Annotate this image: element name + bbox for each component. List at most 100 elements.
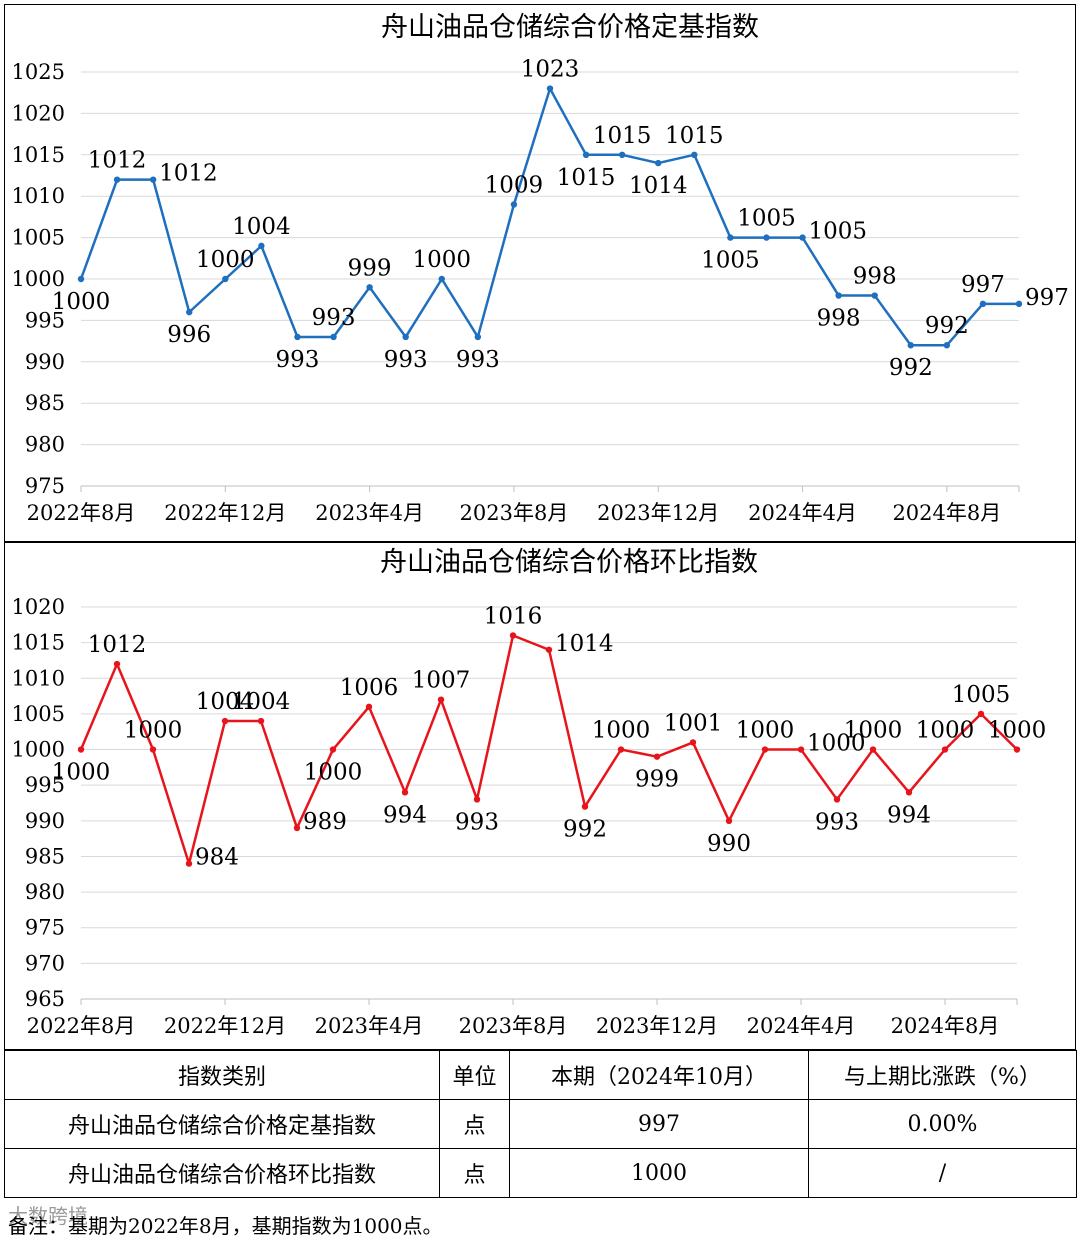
x-tick-label: 2023年12月 (597, 501, 719, 525)
data-label: 998 (817, 306, 861, 332)
data-label: 1016 (484, 604, 543, 630)
data-point (437, 696, 445, 703)
table-cell: 点 (439, 1099, 510, 1149)
data-point (655, 159, 662, 167)
data-point (401, 789, 409, 796)
data-point (77, 746, 85, 753)
data-point (582, 151, 590, 158)
data-point (689, 739, 697, 746)
table-row: 舟山油品仓储综合价格定基指数 点 997 0.00% (4, 1099, 1077, 1149)
y-tick-label: 985 (25, 391, 65, 415)
x-tick-label: 2024年4月 (748, 501, 857, 525)
x-tick-label: 2022年8月 (27, 501, 136, 525)
y-tick-label: 1000 (12, 738, 65, 762)
data-label: 993 (384, 347, 428, 373)
data-point (941, 746, 949, 753)
data-label: 993 (815, 809, 859, 835)
data-label: 1005 (737, 206, 796, 232)
data-label: 1005 (809, 219, 868, 245)
data-point (330, 333, 337, 341)
y-tick-label: 985 (25, 844, 65, 868)
x-tick-label: 2023年8月 (459, 1014, 568, 1038)
data-label: 1023 (521, 57, 580, 83)
data-label: 992 (563, 817, 607, 843)
data-label: 1004 (232, 689, 291, 715)
data-point (149, 746, 157, 753)
y-tick-label: 975 (25, 916, 65, 940)
data-point (510, 201, 518, 208)
data-point (438, 275, 445, 283)
data-point (294, 333, 301, 341)
data-point (149, 176, 157, 183)
data-label: 1012 (159, 161, 218, 187)
data-label: 1006 (340, 675, 399, 701)
data-point (871, 292, 878, 299)
x-tick-label: 2024年8月 (892, 501, 1001, 525)
chart-title: 舟山油品仓储综合价格定基指数 (381, 12, 759, 43)
data-point (509, 632, 517, 639)
table-cell: 1000 (509, 1148, 809, 1198)
data-point (1013, 746, 1021, 753)
y-tick-label: 995 (25, 773, 65, 797)
data-label: 1000 (52, 760, 111, 786)
data-label: 999 (348, 255, 392, 281)
data-label: 1000 (592, 718, 651, 744)
data-point (943, 342, 951, 349)
data-point (365, 703, 373, 710)
table-cell: 舟山油品仓储综合价格环比指数 (4, 1148, 440, 1198)
data-label: 1014 (629, 173, 688, 199)
y-tick-label: 980 (25, 433, 65, 457)
data-label: 1009 (485, 172, 544, 198)
data-label: 992 (889, 355, 933, 381)
data-point (113, 176, 121, 183)
data-point (618, 151, 626, 158)
table-cell: 舟山油品仓储综合价格定基指数 (4, 1099, 440, 1149)
data-label: 998 (853, 264, 897, 290)
y-tick-label: 975 (25, 474, 65, 498)
table-cell: 0.00% (808, 1099, 1077, 1149)
data-point (833, 796, 841, 803)
y-tick-label: 970 (25, 951, 65, 975)
data-point (653, 753, 661, 760)
data-label: 997 (1025, 285, 1069, 311)
data-label: 1000 (52, 289, 111, 315)
chain-index-svg: 舟山油品仓储综合价格环比指数96597097598098599099510001… (12, 547, 1047, 1038)
data-label: 1004 (196, 689, 255, 715)
data-point (905, 789, 913, 796)
data-point (581, 803, 589, 810)
data-label: 1001 (664, 710, 723, 736)
data-label: 993 (276, 347, 320, 373)
data-label: 994 (383, 802, 427, 828)
data-point (329, 746, 337, 753)
data-label: 1015 (593, 123, 652, 149)
data-point (725, 817, 733, 825)
data-label: 994 (887, 802, 931, 828)
watermark: 大数跨境 (8, 1204, 88, 1228)
y-tick-label: 995 (25, 308, 65, 332)
table-cell: 997 (509, 1099, 809, 1149)
data-label: 1014 (555, 631, 614, 657)
data-point (727, 234, 734, 241)
data-point (797, 746, 805, 753)
data-point (1015, 300, 1023, 308)
y-tick-label: 1025 (12, 60, 65, 84)
data-label: 996 (167, 322, 211, 348)
data-label: 992 (925, 313, 969, 339)
table-cell: 点 (439, 1148, 510, 1198)
data-label: 993 (456, 347, 500, 373)
data-label: 1000 (916, 718, 975, 744)
x-tick-label: 2022年12月 (164, 1014, 286, 1038)
series-line (79, 87, 1019, 347)
data-point (77, 275, 85, 283)
data-label: 997 (961, 272, 1005, 298)
table-header-cell: 指数类别 (4, 1050, 440, 1100)
data-point (691, 151, 698, 158)
y-tick-label: 990 (25, 809, 65, 833)
data-point (869, 746, 877, 753)
x-tick-label: 2024年8月 (891, 1014, 1000, 1038)
footnote: 备注：基期为2022年8月，基期指数为1000点。 (8, 1214, 443, 1238)
data-point (977, 710, 985, 718)
y-tick-label: 965 (25, 987, 65, 1011)
data-label: 1015 (557, 165, 616, 191)
table-header-cell: 本期（2024年10月） (509, 1050, 809, 1100)
